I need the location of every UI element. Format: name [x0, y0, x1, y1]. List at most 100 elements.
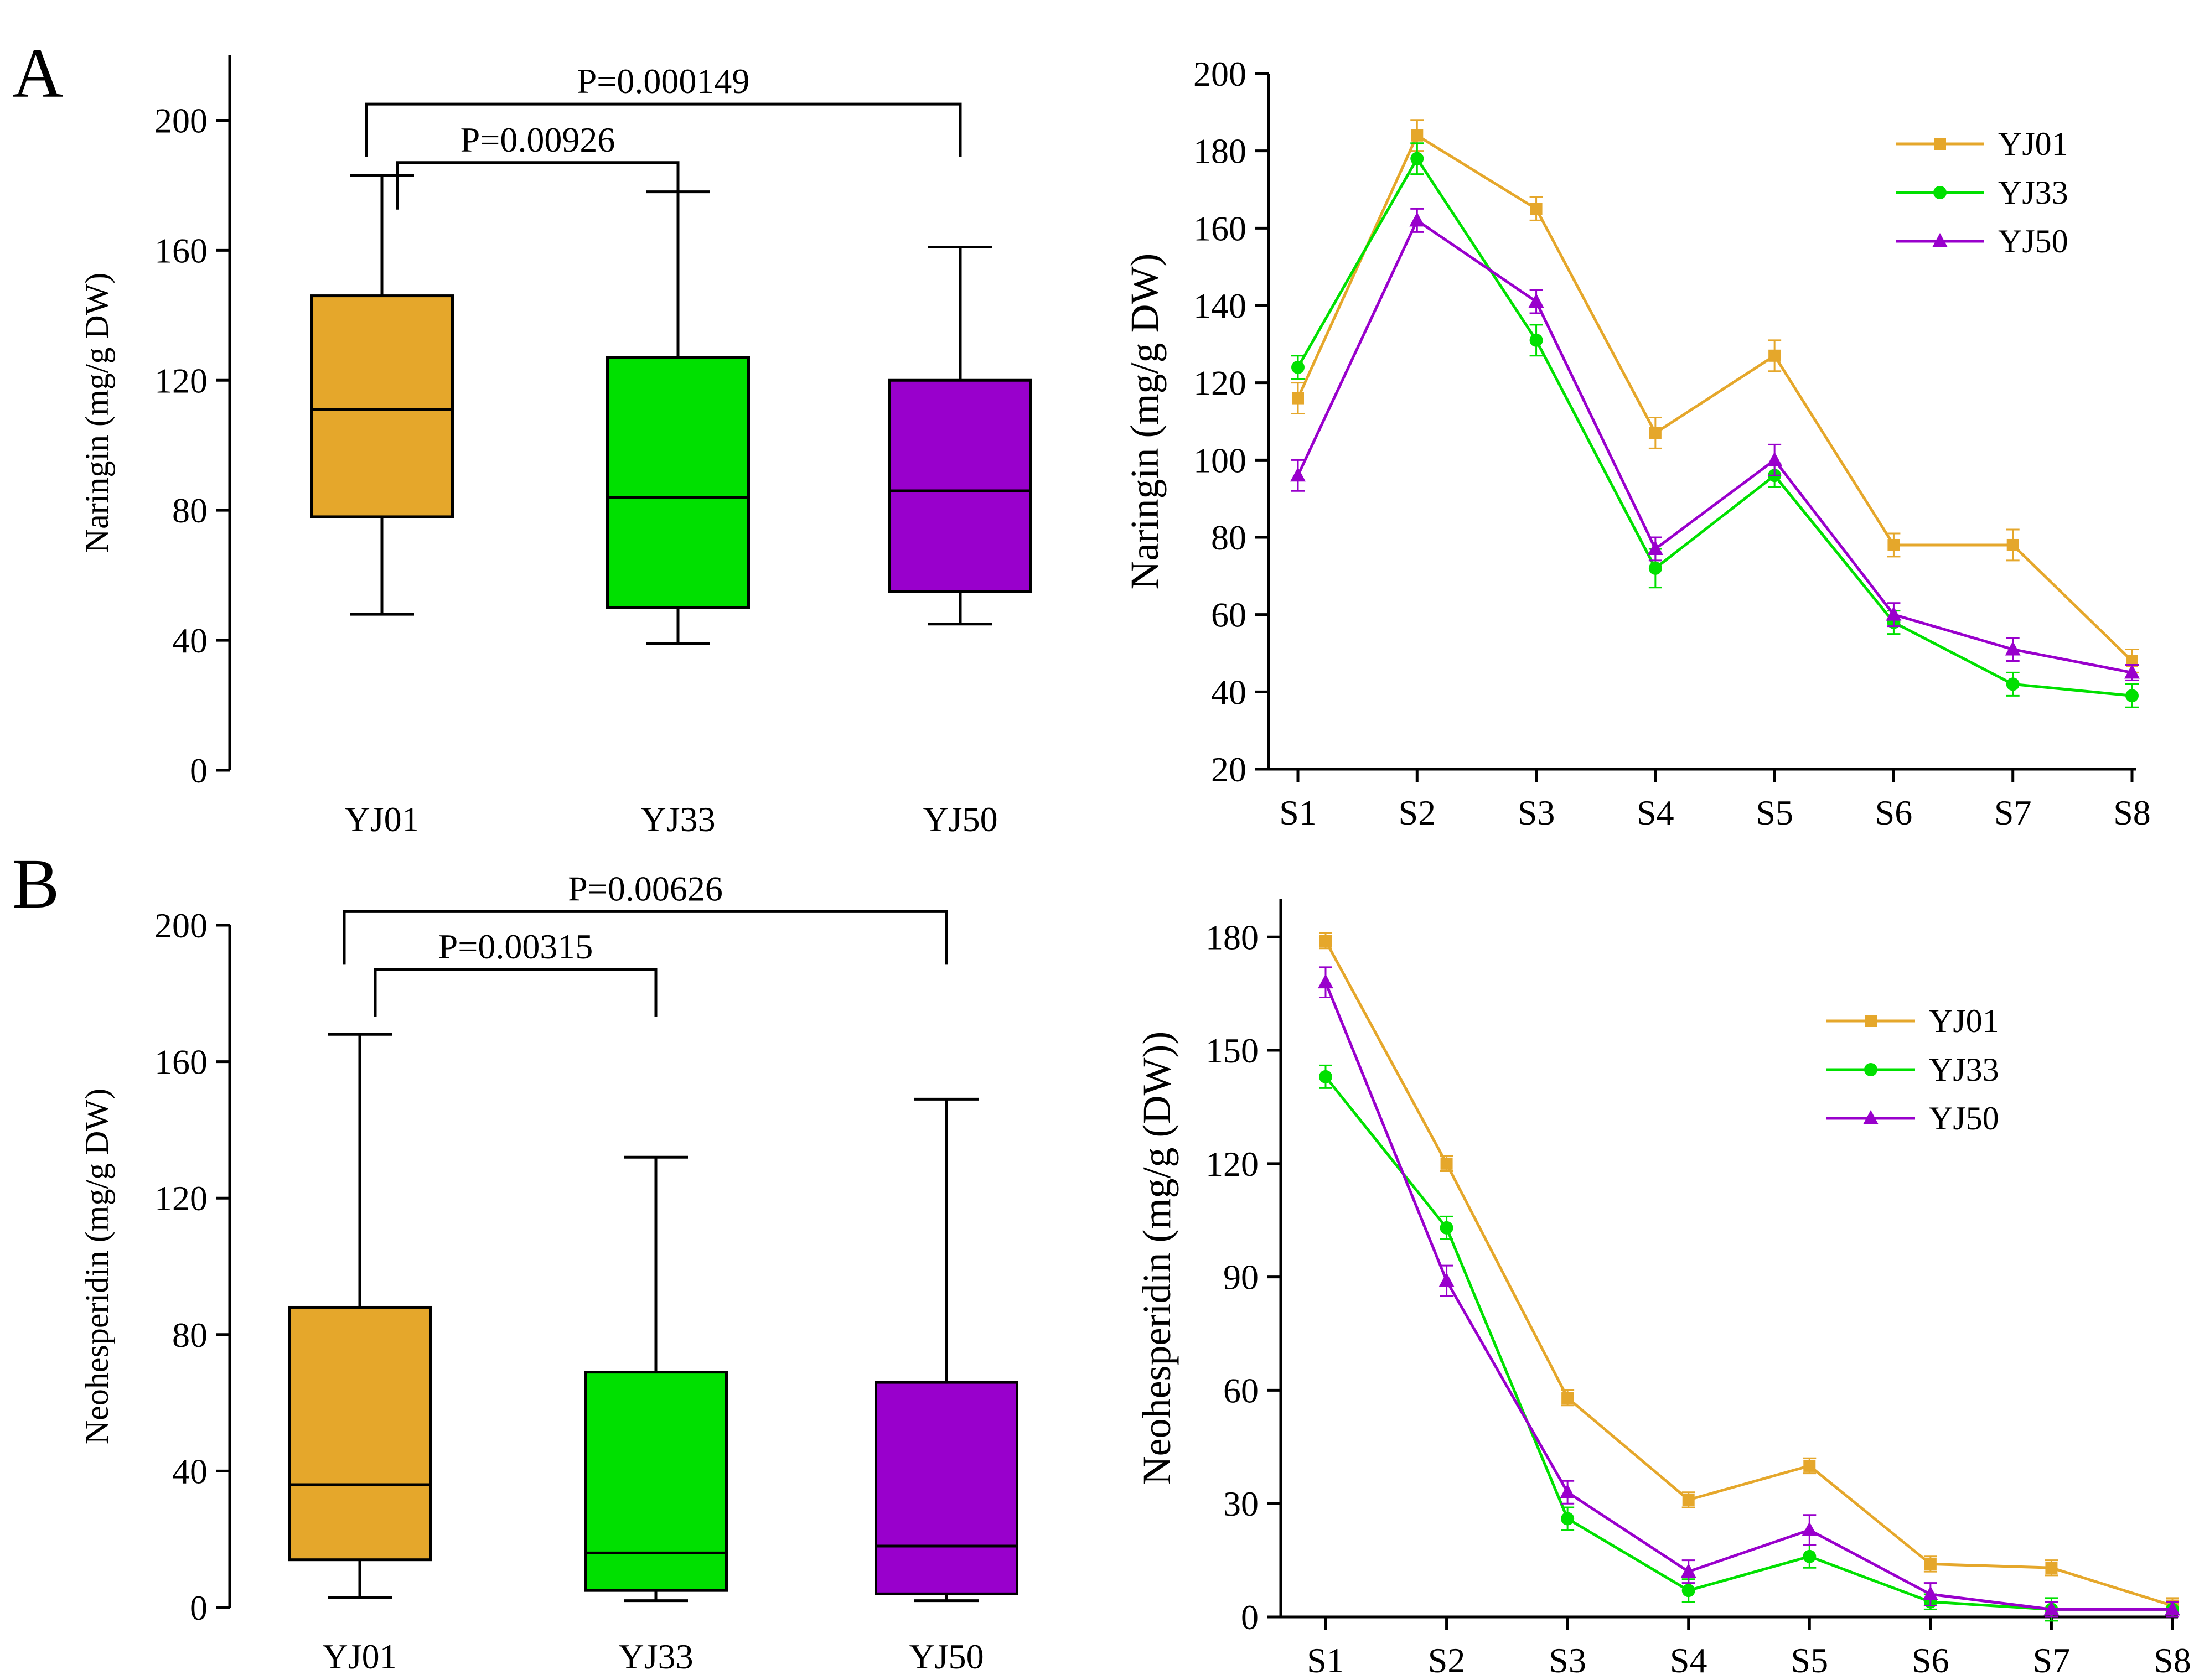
x-tick-label: S5 — [1791, 1641, 1828, 1680]
marker-square — [2045, 1562, 2058, 1574]
y-tick-label: 200 — [1193, 54, 1246, 94]
y-tick-label: 0 — [1241, 1598, 1259, 1637]
marker-square — [1649, 427, 1662, 439]
marker-square — [1319, 935, 1332, 947]
y-tick-label: 160 — [154, 231, 208, 270]
marker-circle — [1864, 1063, 1877, 1076]
y-tick-label: 0 — [190, 1588, 208, 1627]
marker-circle — [2125, 689, 2139, 703]
marker-square — [1934, 138, 1946, 150]
x-tick-label: S8 — [2154, 1641, 2191, 1680]
legend-label: YJ50 — [1929, 1100, 1999, 1137]
x-tick-label: S7 — [1994, 793, 2032, 832]
series-line-yj50 — [1296, 218, 2133, 674]
x-category-label: YJ01 — [344, 800, 419, 839]
y-axis-title: Neohesperidin (mg/g (DW)) — [1135, 1031, 1179, 1485]
series-line-yj50 — [1324, 982, 2172, 1611]
y-tick-label: 40 — [172, 621, 208, 660]
box-yj33 — [584, 1371, 728, 1592]
marker-circle — [1681, 1584, 1695, 1598]
y-tick-label: 90 — [1223, 1258, 1259, 1297]
marker-square — [1865, 1015, 1877, 1027]
panel-letter-b: B — [12, 844, 59, 923]
p-value-label: P=0.00926 — [460, 120, 615, 159]
x-tick-label: S6 — [1912, 1641, 1949, 1680]
marker-square — [1924, 1558, 1937, 1570]
marker-square — [1411, 129, 1424, 142]
marker-circle — [2006, 677, 2020, 691]
x-tick-label: S3 — [1549, 1641, 1586, 1680]
legend-label: YJ01 — [1998, 126, 2068, 162]
marker-square — [1292, 392, 1304, 405]
x-category-label: YJ33 — [640, 800, 715, 839]
y-tick-label: 80 — [172, 1315, 208, 1355]
marker-square — [1768, 349, 1781, 362]
marker-triangle — [2005, 641, 2021, 656]
y-tick-label: 40 — [172, 1451, 208, 1491]
legend-label: YJ33 — [1998, 174, 2068, 211]
x-tick-label: S5 — [1756, 793, 1793, 832]
y-tick-label: 180 — [1205, 917, 1259, 957]
y-tick-label: 120 — [154, 1179, 208, 1218]
y-tick-label: 0 — [190, 751, 208, 790]
marker-circle — [1648, 561, 1662, 575]
marker-triangle — [1863, 1110, 1879, 1124]
x-tick-label: S7 — [2033, 1641, 2071, 1680]
x-category-label: YJ50 — [909, 1637, 984, 1676]
p-value-label: P=0.000149 — [577, 61, 750, 101]
y-tick-label: 40 — [1211, 672, 1246, 712]
marker-triangle — [1647, 540, 1663, 555]
x-category-label: YJ01 — [322, 1637, 397, 1676]
chart-b-line: 0 30 60 90 120 150 180 S1 S2 S3 S4 S5 S6 S7 S8 Neohespe… — [1135, 899, 2191, 1680]
y-tick-label: 160 — [1193, 209, 1246, 248]
series-line-yj33 — [1296, 155, 2133, 697]
y-tick-label: 120 — [1205, 1144, 1259, 1184]
x-category-label: YJ50 — [923, 800, 997, 839]
box-yj50 — [888, 378, 1032, 593]
series-line-yj01 — [1296, 133, 2133, 662]
chart-b-box: 0 40 80 120 160 200 Neohesperidin (mg/g DW) YJ0… — [79, 869, 1018, 1676]
marker-circle — [1440, 1221, 1453, 1235]
marker-circle — [1319, 1070, 1332, 1083]
marker-triangle — [1802, 1521, 1818, 1536]
x-tick-label: S2 — [1398, 793, 1436, 832]
series-line-yj01 — [1324, 940, 2173, 1607]
y-tick-label: 60 — [1223, 1371, 1259, 1410]
marker-triangle — [1318, 974, 1333, 989]
y-tick-label: 160 — [154, 1043, 208, 1082]
y-axis-title: Naringin (mg/g DW) — [1122, 253, 1167, 590]
marker-triangle — [1409, 212, 1425, 227]
significance-bracket — [396, 161, 680, 210]
y-tick-label: 120 — [1193, 364, 1246, 403]
y-tick-label: 80 — [172, 491, 208, 530]
marker-circle — [1933, 186, 1947, 199]
legend-label: YJ50 — [1998, 223, 2068, 260]
marker-triangle — [2124, 664, 2140, 679]
marker-square — [1682, 1494, 1695, 1506]
marker-triangle — [1922, 1586, 1938, 1601]
x-tick-label: S1 — [1307, 1641, 1344, 1680]
significance-bracket — [365, 102, 962, 157]
y-tick-label: 150 — [1205, 1031, 1259, 1070]
marker-circle — [1561, 1512, 1575, 1526]
x-tick-label: S3 — [1518, 793, 1555, 832]
marker-triangle — [1438, 1272, 1455, 1287]
marker-triangle — [1767, 452, 1783, 466]
marker-square — [1561, 1392, 1574, 1404]
marker-triangle — [1560, 1484, 1576, 1498]
x-tick-label: S4 — [1637, 793, 1674, 832]
y-tick-label: 120 — [154, 361, 208, 400]
chart-a-box: 0 40 80 120 160 200 Naringin (mg/g DW) YJ01 YJ33… — [79, 55, 1032, 839]
x-tick-label: S2 — [1428, 1641, 1466, 1680]
x-category-label: YJ33 — [618, 1637, 693, 1676]
marker-square — [1530, 203, 1543, 215]
y-tick-label: 20 — [1211, 750, 1246, 789]
marker-square — [2006, 538, 2019, 551]
x-tick-label: S1 — [1279, 793, 1317, 832]
legend-label: YJ33 — [1929, 1051, 1999, 1088]
p-value-label: P=0.00626 — [568, 869, 723, 908]
box-yj33 — [606, 356, 750, 609]
box-yj01 — [310, 294, 454, 518]
y-axis-title: Neohesperidin (mg/g DW) — [79, 1088, 115, 1444]
